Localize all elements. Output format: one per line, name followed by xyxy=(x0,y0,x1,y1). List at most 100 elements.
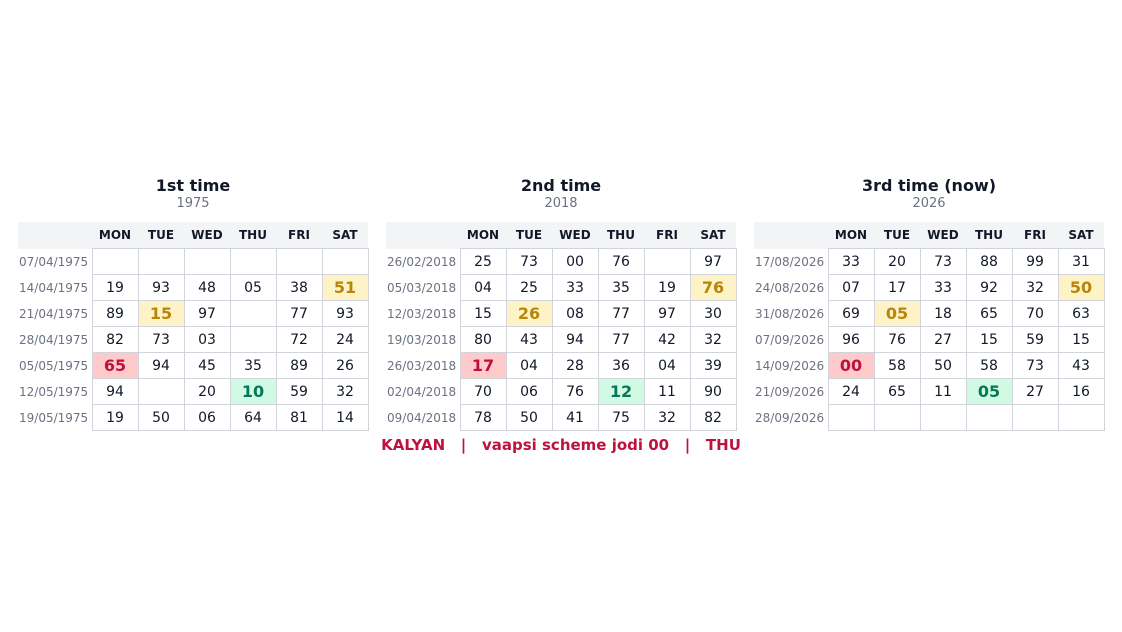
number-cell: 65 xyxy=(965,300,1013,327)
week-row: 12/03/2018 15 26 08 77 97 30 xyxy=(386,300,737,327)
number-cell: 72 xyxy=(275,326,323,353)
number-cell: 77 xyxy=(597,326,645,353)
number-cell: 31 xyxy=(1057,248,1105,275)
week-date: 26/03/2018 xyxy=(387,358,457,373)
panel-title: 1st time xyxy=(155,176,231,195)
empty-cell xyxy=(137,248,185,275)
highlighted-cell: 65 xyxy=(91,352,139,379)
header-blank xyxy=(754,222,828,249)
number-cell: 19 xyxy=(91,404,139,431)
empty-cell xyxy=(229,300,277,327)
weekday-header: MON xyxy=(460,222,506,249)
weekday-header: SAT xyxy=(322,222,368,249)
weekday-header: THU xyxy=(966,222,1012,249)
weekday-header: THU xyxy=(598,222,644,249)
number-cell: 97 xyxy=(643,300,691,327)
week-row: 19/03/2018 80 43 94 77 42 32 xyxy=(386,326,737,353)
number-cell: 27 xyxy=(919,326,967,353)
week-row: 14/04/1975 19 93 48 05 38 51 xyxy=(18,274,369,301)
weekday-header: TUE xyxy=(874,222,920,249)
number-cell: 82 xyxy=(91,326,139,353)
number-cell: 58 xyxy=(873,352,921,379)
number-cell: 06 xyxy=(183,404,231,431)
number-cell: 16 xyxy=(1057,378,1105,405)
number-cell: 36 xyxy=(597,352,645,379)
week-row: 02/04/2018 70 06 76 12 11 90 xyxy=(386,378,737,405)
week-row: 26/03/2018 17 04 28 36 04 39 xyxy=(386,352,737,379)
empty-cell xyxy=(873,404,921,431)
number-cell: 25 xyxy=(459,248,507,275)
number-cell: 88 xyxy=(965,248,1013,275)
week-row: 12/05/1975 94 20 10 59 32 xyxy=(18,378,369,405)
number-cell: 75 xyxy=(597,404,645,431)
week-row: 05/03/2018 04 25 33 35 19 76 xyxy=(386,274,737,301)
number-cell: 45 xyxy=(183,352,231,379)
number-cell: 82 xyxy=(689,404,737,431)
number-cell: 03 xyxy=(183,326,231,353)
highlighted-cell: 05 xyxy=(873,300,921,327)
number-cell: 76 xyxy=(873,326,921,353)
highlighted-cell: 51 xyxy=(321,274,369,301)
empty-cell xyxy=(229,326,277,353)
number-cell: 07 xyxy=(827,274,875,301)
week-date: 07/09/2026 xyxy=(755,332,825,347)
empty-cell xyxy=(91,248,139,275)
number-cell: 73 xyxy=(1011,352,1059,379)
number-cell: 48 xyxy=(183,274,231,301)
number-cell: 42 xyxy=(643,326,691,353)
weekday-header: SAT xyxy=(1058,222,1104,249)
empty-cell xyxy=(643,248,691,275)
number-cell: 25 xyxy=(505,274,553,301)
number-cell: 97 xyxy=(689,248,737,275)
weekday-header: TUE xyxy=(506,222,552,249)
highlighted-cell: 15 xyxy=(137,300,185,327)
number-cell: 90 xyxy=(689,378,737,405)
number-cell: 24 xyxy=(827,378,875,405)
highlighted-cell: 12 xyxy=(597,378,645,405)
number-cell: 04 xyxy=(459,274,507,301)
empty-cell xyxy=(321,248,369,275)
week-row: 07/04/1975 xyxy=(18,248,369,275)
weekday-header: FRI xyxy=(276,222,322,249)
number-cell: 28 xyxy=(551,352,599,379)
week-date: 14/09/2026 xyxy=(755,358,825,373)
week-date: 05/05/1975 xyxy=(19,358,89,373)
number-cell: 19 xyxy=(91,274,139,301)
week-row: 26/02/2018 25 73 00 76 97 xyxy=(386,248,737,275)
highlighted-cell: 76 xyxy=(689,274,737,301)
header-row: MON TUE WED THU FRI SAT xyxy=(754,222,1104,249)
number-cell: 59 xyxy=(275,378,323,405)
week-date: 14/04/1975 xyxy=(19,280,89,295)
number-cell: 15 xyxy=(965,326,1013,353)
week-row: 21/09/2026 24 65 11 05 27 16 xyxy=(754,378,1105,405)
number-cell: 06 xyxy=(505,378,553,405)
empty-cell xyxy=(965,404,1013,431)
number-cell: 32 xyxy=(643,404,691,431)
calendar-table: MON TUE WED THU FRI SAT 26/02/2018 25 73 00 76 97 05… xyxy=(386,222,737,431)
calendar-panel: 3rd time (now) 2026 MON TUE WED THU FRI SAT 17/0… xyxy=(754,176,1105,431)
empty-cell xyxy=(919,404,967,431)
number-cell: 70 xyxy=(459,378,507,405)
number-cell: 93 xyxy=(321,300,369,327)
number-cell: 20 xyxy=(873,248,921,275)
number-cell: 99 xyxy=(1011,248,1059,275)
number-cell: 58 xyxy=(965,352,1013,379)
number-cell: 65 xyxy=(873,378,921,405)
number-cell: 80 xyxy=(459,326,507,353)
number-cell: 33 xyxy=(827,248,875,275)
number-cell: 19 xyxy=(643,274,691,301)
number-cell: 24 xyxy=(321,326,369,353)
weekday-header: MON xyxy=(828,222,874,249)
number-cell: 73 xyxy=(137,326,185,353)
week-date: 21/04/1975 xyxy=(19,306,89,321)
number-cell: 63 xyxy=(1057,300,1105,327)
number-cell: 04 xyxy=(505,352,553,379)
number-cell: 20 xyxy=(183,378,231,405)
number-cell: 77 xyxy=(275,300,323,327)
number-cell: 33 xyxy=(919,274,967,301)
number-cell: 11 xyxy=(919,378,967,405)
number-cell: 32 xyxy=(1011,274,1059,301)
week-date: 09/04/2018 xyxy=(387,410,457,425)
week-date: 31/08/2026 xyxy=(755,306,825,321)
